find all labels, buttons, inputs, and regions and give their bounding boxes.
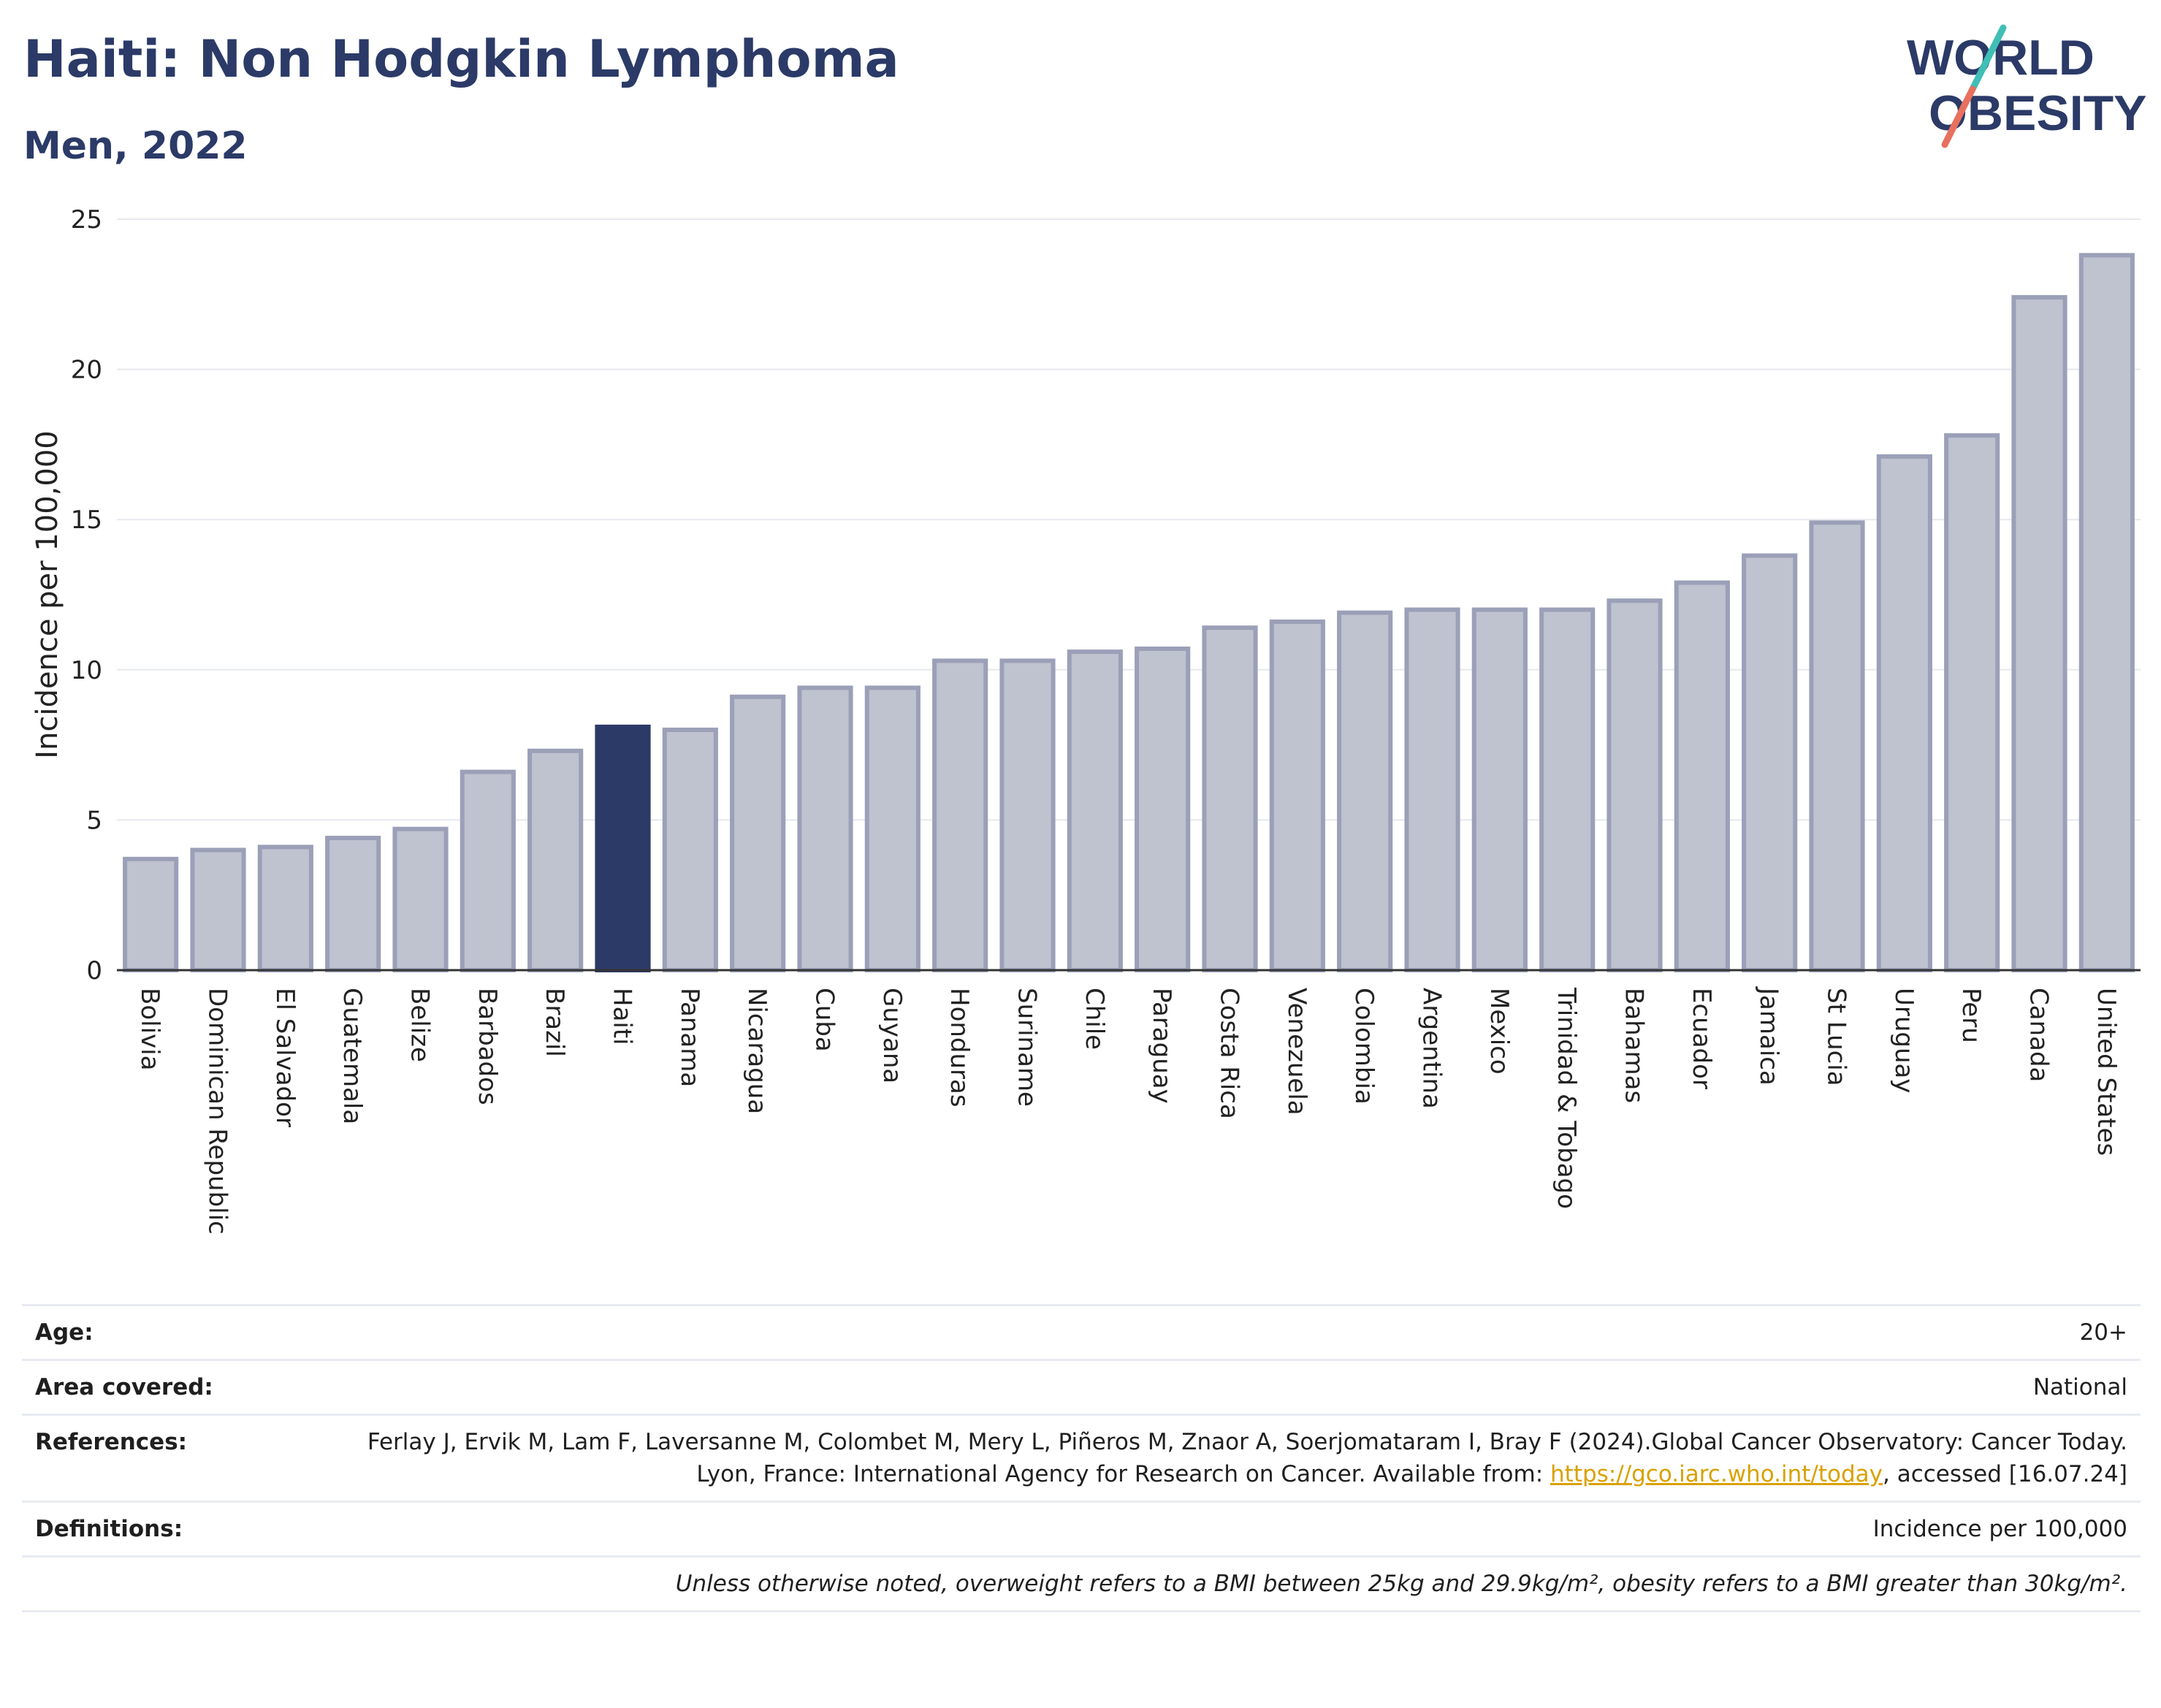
- x-tick-label: Dominican Republic: [203, 988, 232, 1235]
- x-tick-label: Haiti: [608, 988, 637, 1045]
- x-tick-label: Honduras: [945, 988, 974, 1107]
- bar-st-lucia: [1809, 520, 1865, 972]
- logo-line-2: OBESITY: [1929, 85, 2147, 141]
- area-value: National: [340, 1359, 2141, 1415]
- definitions-label: Definitions:: [22, 1501, 340, 1557]
- bar-jamaica: [1742, 553, 1798, 972]
- references-accessed: , accessed [16.07.24]: [1882, 1461, 2127, 1487]
- bar-cuba: [797, 685, 853, 972]
- age-label: Age:: [22, 1304, 340, 1360]
- x-tick-label: Trinidad & Tobago: [1552, 987, 1581, 1209]
- bars: [123, 253, 2135, 973]
- x-tick-label: Costa Rica: [1215, 988, 1244, 1119]
- bar-trinidad-tobago: [1539, 607, 1596, 972]
- references-label: References:: [22, 1414, 340, 1502]
- x-tick-label: Peru: [1956, 988, 1986, 1043]
- x-tick-label: Canada: [2024, 988, 2054, 1082]
- x-tick-label: Suriname: [1013, 988, 1042, 1107]
- bar-colombia: [1337, 610, 1393, 972]
- y-tick-label: 15: [71, 506, 102, 535]
- bar-el-salvador: [257, 845, 313, 972]
- bar-guyana: [864, 685, 921, 972]
- bar-brazil: [527, 748, 584, 972]
- bar-argentina: [1404, 607, 1460, 972]
- bar-barbados: [460, 769, 516, 973]
- bar-panama: [662, 728, 718, 972]
- x-tick-label: Guyana: [877, 988, 907, 1083]
- x-tick-label: Chile: [1080, 988, 1109, 1050]
- age-value: 20+: [340, 1304, 2141, 1360]
- bar-uruguay: [1876, 454, 1932, 972]
- bar-honduras: [932, 658, 988, 972]
- bar-haiti: [595, 724, 651, 972]
- info-row-area: Area covered: National: [22, 1359, 2141, 1415]
- bar-belize: [392, 826, 449, 972]
- world-obesity-logo: WORLD OBESITY: [1907, 24, 2147, 148]
- bar-venezuela: [1269, 619, 1325, 972]
- bar-bahamas: [1607, 598, 1663, 972]
- x-tick-label: Guatemala: [338, 988, 367, 1124]
- area-label: Area covered:: [22, 1359, 340, 1415]
- y-tick-label: 5: [86, 806, 102, 835]
- x-tick-label: Barbados: [473, 988, 502, 1105]
- x-tick-label: El Salvador: [270, 988, 300, 1127]
- bar-bolivia: [123, 856, 179, 972]
- bar-chart: 0 5 10 15 20 25 Bolivia Dominican Republic El S…: [31, 205, 2141, 1235]
- bar-costa-rica: [1202, 625, 1258, 972]
- x-tick-label: Paraguay: [1147, 988, 1176, 1104]
- references-text: Ferlay J, Ervik M, Lam F, Laversanne M, …: [367, 1429, 2127, 1487]
- x-tick-label: Argentina: [1417, 988, 1447, 1109]
- bar-ecuador: [1674, 580, 1730, 972]
- x-tick-label: Ecuador: [1687, 988, 1716, 1089]
- bar-canada: [2011, 294, 2067, 972]
- info-table: Age: 20+ Area covered: National Referenc…: [22, 1304, 2141, 1612]
- y-tick-label: 20: [71, 356, 102, 385]
- bar-paraguay: [1135, 647, 1191, 972]
- page-title: Haiti: Non Hodgkin Lymphoma: [23, 29, 899, 89]
- x-tick-label: Panama: [675, 988, 704, 1087]
- references-value: Ferlay J, Ervik M, Lam F, Laversanne M, …: [340, 1414, 2141, 1502]
- references-link[interactable]: https://gco.iarc.who.int/today: [1550, 1461, 1883, 1487]
- x-tick-label: Cuba: [810, 988, 839, 1052]
- x-tick-label: Nicaragua: [742, 988, 771, 1114]
- bar-peru: [1944, 433, 2000, 972]
- y-tick-label: 0: [86, 956, 102, 985]
- bar-suriname: [999, 658, 1056, 972]
- bar-nicaragua: [730, 694, 786, 972]
- page-subtitle: Men, 2022: [23, 124, 248, 168]
- y-axis-title: Incidence per 100,000: [31, 430, 64, 759]
- bar-united-states: [2078, 253, 2135, 972]
- bar-chile: [1067, 649, 1123, 972]
- x-tick-label: Colombia: [1349, 988, 1379, 1105]
- bar-mexico: [1471, 607, 1528, 972]
- x-tick-label: United States: [2092, 988, 2121, 1156]
- x-tick-labels: Bolivia Dominican Republic El Salvador Guat…: [135, 986, 2121, 1235]
- x-tick-label: Jamaica: [1754, 986, 1783, 1086]
- y-tick-labels: 0 5 10 15 20 25: [71, 205, 102, 985]
- x-tick-label: Belize: [405, 988, 435, 1062]
- definitions-value: Incidence per 100,000: [340, 1501, 2141, 1557]
- x-tick-label: Uruguay: [1889, 988, 1918, 1094]
- y-tick-label: 25: [71, 205, 102, 235]
- y-tick-label: 10: [71, 656, 102, 685]
- logo-slash-teal: [1969, 24, 2007, 93]
- x-tick-label: Bolivia: [135, 988, 164, 1070]
- bar-dominican-republic: [190, 847, 246, 973]
- info-row-note: Unless otherwise noted, overweight refer…: [22, 1555, 2141, 1612]
- logo-slash-coral: [1941, 85, 1976, 148]
- x-tick-label: Bahamas: [1620, 988, 1649, 1103]
- bar-guatemala: [325, 836, 381, 973]
- bmi-note: Unless otherwise noted, overweight refer…: [22, 1555, 2141, 1612]
- x-tick-label: Venezuela: [1282, 988, 1311, 1116]
- info-row-references: References: Ferlay J, Ervik M, Lam F, La…: [22, 1414, 2141, 1502]
- x-tick-label: Mexico: [1485, 988, 1514, 1075]
- x-tick-label: St Lucia: [1822, 988, 1851, 1086]
- info-row-age: Age: 20+: [22, 1304, 2141, 1360]
- info-row-definitions: Definitions: Incidence per 100,000: [22, 1501, 2141, 1557]
- x-tick-label: Brazil: [540, 988, 569, 1057]
- grid-lines: [117, 218, 2141, 821]
